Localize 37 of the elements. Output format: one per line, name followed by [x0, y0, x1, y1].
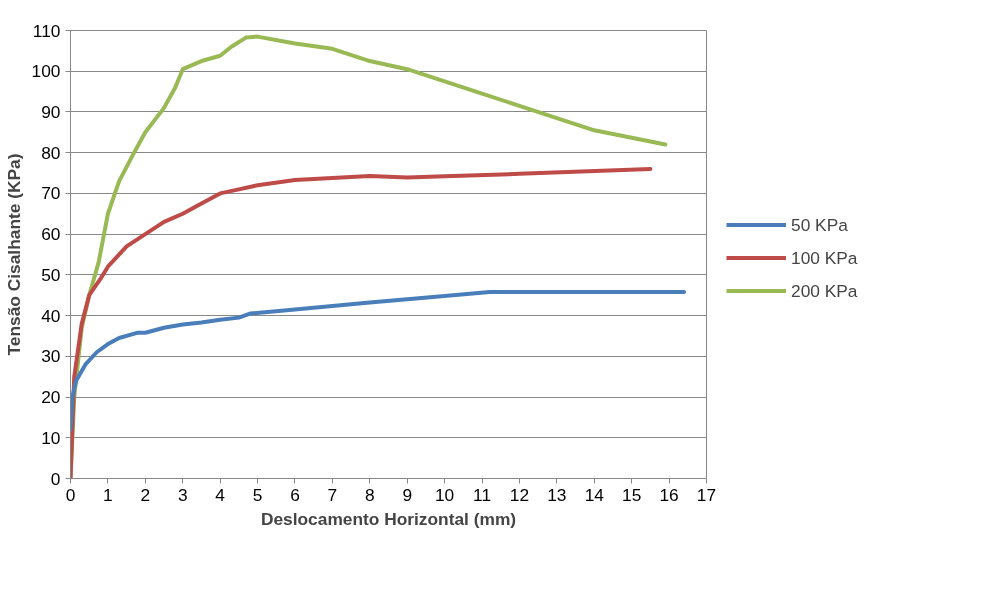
y-tick-label: 0: [50, 468, 61, 489]
y-tick-label: 70: [41, 183, 61, 204]
x-tick-label: 7: [327, 484, 338, 505]
x-axis-title: Deslocamento Horizontal (mm): [260, 508, 517, 529]
line-series: [70, 289, 687, 432]
y-tick-label: 10: [41, 427, 61, 448]
x-tick-label: 12: [509, 484, 530, 505]
x-tick-label: 9: [402, 484, 413, 505]
y-tick-label: 110: [32, 20, 61, 41]
y-tick-label: 50: [41, 264, 61, 285]
x-tick-label: 16: [659, 484, 679, 505]
x-tick-label: 10: [434, 484, 455, 505]
x-tick-label: 4: [215, 484, 226, 505]
x-tick-label: 17: [696, 484, 717, 505]
legend-label: 50 KPa: [791, 214, 848, 235]
y-tick-label: 20: [41, 387, 61, 408]
x-tick-label: 3: [177, 484, 188, 505]
x-tick-label: 0: [65, 484, 76, 505]
y-tick-label: 30: [41, 346, 61, 367]
line-series: [70, 166, 653, 479]
legend-label: 100 KPa: [791, 247, 858, 268]
y-tick-label: 100: [31, 61, 61, 82]
y-tick-label: 40: [41, 305, 61, 326]
y-tick-label: 80: [41, 142, 61, 163]
legend-label: 200 KPa: [791, 280, 858, 301]
y-axis-title: Tensão Cisalhante (KPa): [3, 153, 24, 356]
x-tick-label: 15: [622, 484, 642, 505]
x-tick-label: 13: [547, 484, 567, 505]
x-tick-label: 11: [473, 484, 492, 505]
x-tick-label: 2: [140, 484, 151, 505]
x-tick-label: 14: [584, 484, 605, 505]
x-tick-label: 1: [103, 484, 113, 505]
x-tick-label: 6: [290, 484, 300, 505]
y-tick-label: 90: [41, 101, 61, 122]
x-tick-label: 8: [364, 484, 375, 505]
x-tick-label: 5: [252, 484, 263, 505]
y-tick-label: 60: [41, 224, 61, 245]
